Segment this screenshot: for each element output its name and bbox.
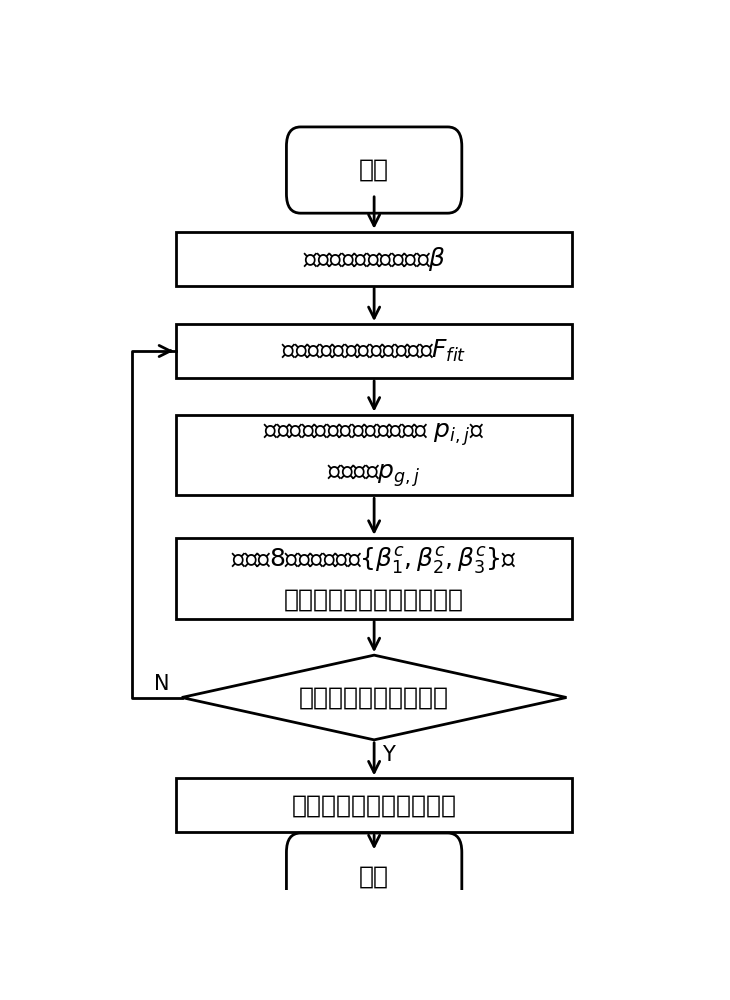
Text: 根据分类准确率更新个体极值 $p_{i,j}$与
全局极值$p_{g,j}$: 根据分类准确率更新个体极值 $p_{i,j}$与 全局极值$p_{g,j}$ bbox=[264, 421, 485, 489]
FancyBboxPatch shape bbox=[286, 833, 462, 919]
Text: 获得最优基础核函数系数: 获得最优基础核函数系数 bbox=[291, 793, 457, 817]
Text: 开始: 开始 bbox=[359, 158, 389, 182]
FancyBboxPatch shape bbox=[286, 127, 462, 213]
Text: Y: Y bbox=[382, 745, 395, 765]
Text: 结束: 结束 bbox=[359, 864, 389, 888]
Text: 初始化基础核函数系数$\beta$: 初始化基础核函数系数$\beta$ bbox=[303, 245, 445, 273]
Text: 计算系数对应的分类准确率$F_{fit}$: 计算系数对应的分类准确率$F_{fit}$ bbox=[282, 338, 466, 364]
Bar bbox=[176, 415, 572, 495]
Text: 是否达到迭代终止条件: 是否达到迭代终止条件 bbox=[299, 686, 449, 710]
Polygon shape bbox=[182, 655, 566, 740]
Bar bbox=[176, 538, 572, 619]
Bar bbox=[176, 778, 572, 832]
Text: N: N bbox=[154, 674, 169, 694]
Text: 根据式8更新更新系数$\{\beta_1^c,\beta_2^c,\beta_3^c\}$所
组成粒子空间的速度与位置: 根据式8更新更新系数$\{\beta_1^c,\beta_2^c,\beta_3… bbox=[231, 545, 517, 611]
Bar bbox=[176, 232, 572, 286]
Bar bbox=[176, 324, 572, 378]
